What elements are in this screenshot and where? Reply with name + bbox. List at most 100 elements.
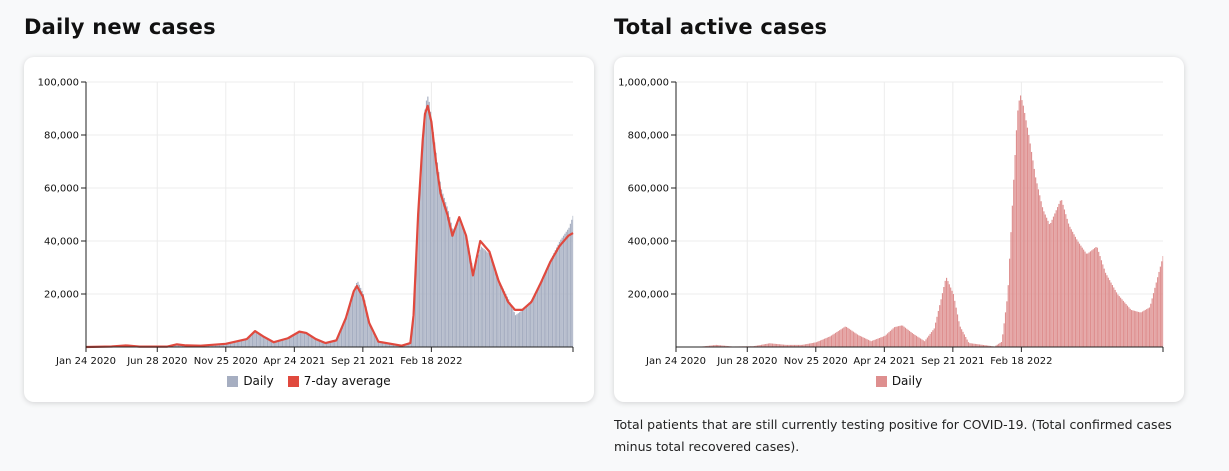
bar-93: [803, 344, 805, 347]
bar-292: [486, 251, 488, 347]
bar-285: [476, 259, 478, 347]
bar-243: [1009, 258, 1011, 347]
bar-182: [335, 340, 337, 347]
bar-176: [917, 336, 919, 347]
bar-289: [482, 247, 484, 347]
bar-115: [243, 339, 245, 347]
bar-328: [535, 290, 537, 347]
bar-337: [1137, 311, 1140, 347]
bar-162: [898, 326, 900, 347]
bar-344: [1147, 308, 1149, 347]
bar-98: [220, 344, 222, 347]
legend-item-daily[interactable]: Daily: [227, 373, 274, 389]
bar-90: [799, 344, 801, 347]
bar-152: [884, 335, 886, 347]
bar-122: [843, 327, 845, 347]
bar-297: [493, 264, 495, 347]
bar-93: [213, 344, 215, 347]
active-cases-note: Total patients that are still currently …: [614, 417, 1172, 454]
bar-241: [416, 243, 418, 347]
bar-282: [1062, 204, 1064, 347]
bar-180: [922, 340, 924, 347]
bar-132: [266, 338, 269, 347]
legend-item-active-daily[interactable]: Daily: [875, 373, 922, 389]
bar-278: [467, 240, 469, 347]
bar-296: [491, 260, 493, 348]
bar-34: [722, 345, 724, 347]
bar-266: [450, 222, 452, 347]
bar-214: [379, 341, 381, 347]
x-tick-label-2: Nov 25 2020: [194, 356, 258, 367]
bar-111: [828, 336, 830, 347]
bar-110: [826, 337, 828, 347]
bar-271: [457, 222, 459, 347]
bar-130: [854, 332, 856, 347]
bar-190: [936, 316, 938, 347]
bar-147: [287, 337, 289, 347]
bar-178: [919, 338, 922, 347]
legend-item-7-day-average[interactable]: 7-day average: [287, 373, 391, 389]
bar-191: [347, 308, 349, 347]
bar-108: [234, 341, 236, 347]
bar-238: [1002, 334, 1004, 347]
bar-181: [924, 341, 926, 347]
bar-209: [962, 331, 964, 347]
bar-233: [995, 345, 997, 347]
bar-99: [811, 343, 813, 347]
bar-242: [417, 211, 419, 347]
bar-253: [432, 132, 434, 347]
bar-200: [950, 287, 952, 347]
bar-139: [866, 339, 868, 347]
bar-175: [915, 335, 918, 347]
bar-177: [328, 342, 330, 347]
bar-61: [759, 344, 761, 347]
bar-317: [1110, 282, 1112, 347]
bar-281: [471, 262, 473, 347]
bar-332: [1131, 310, 1133, 347]
bar-92: [212, 344, 214, 347]
bar-315: [517, 313, 519, 347]
bar-70: [771, 343, 774, 347]
bar-86: [793, 344, 796, 347]
bar-240: [414, 275, 417, 347]
bar-266: [1040, 201, 1042, 347]
bar-201: [951, 290, 953, 347]
bar-148: [288, 337, 290, 347]
bar-302: [499, 283, 502, 347]
bar-137: [273, 342, 275, 347]
bar-183: [926, 337, 928, 347]
bar-167: [314, 338, 317, 347]
bar-177: [918, 337, 920, 347]
bar-172: [321, 341, 323, 347]
bar-134: [859, 335, 861, 347]
bar-32: [719, 345, 722, 347]
bar-268: [453, 228, 455, 347]
bar-174: [914, 334, 916, 347]
bar-166: [903, 326, 905, 347]
bar-168: [316, 339, 318, 347]
bar-263: [446, 206, 448, 347]
bar-186: [930, 332, 933, 347]
x-tick-label-2: Nov 25 2020: [784, 356, 848, 367]
bar-199: [948, 284, 950, 347]
bar-157: [891, 329, 893, 347]
y-tick-label-0: 200,000: [628, 290, 669, 301]
bar-322: [527, 304, 529, 347]
bar-262: [445, 202, 447, 347]
bar-302: [1089, 251, 1092, 347]
bar-355: [1162, 256, 1164, 347]
bar-97: [808, 343, 811, 347]
bar-223: [391, 343, 393, 347]
bar-249: [1017, 110, 1019, 347]
bar-243: [419, 188, 421, 347]
bar-275: [462, 228, 465, 347]
bar-131: [855, 333, 857, 347]
bar-161: [896, 326, 898, 347]
bar-95: [216, 344, 218, 347]
bar-249: [427, 96, 429, 347]
bar-194: [351, 294, 354, 347]
bar-355: [572, 215, 574, 347]
bar-334: [543, 273, 545, 347]
bar-306: [505, 294, 507, 347]
bar-316: [519, 312, 521, 347]
